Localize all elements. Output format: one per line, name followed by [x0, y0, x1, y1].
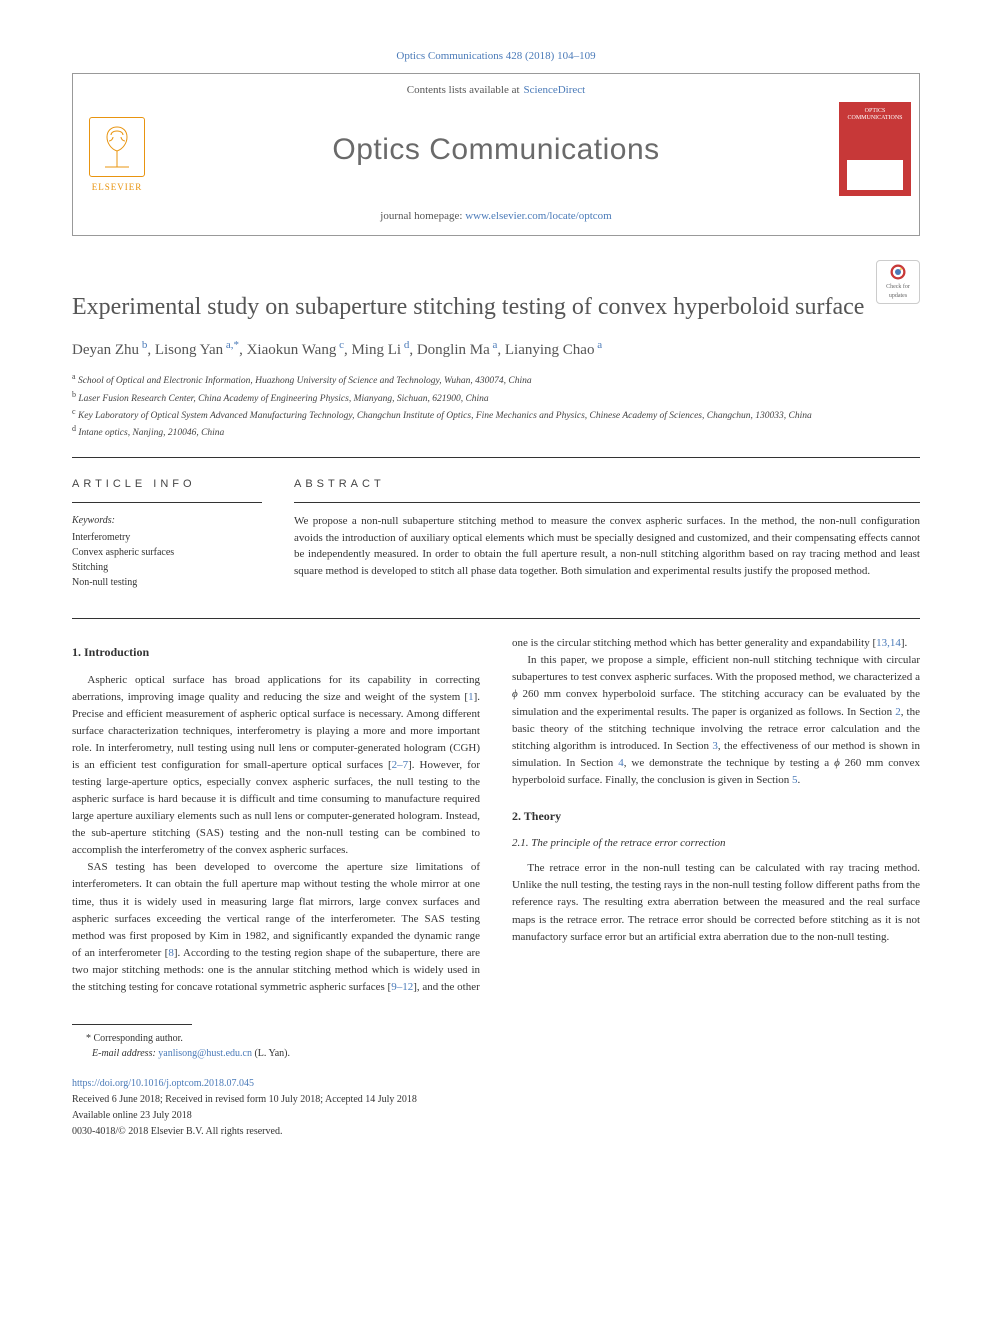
abstract-text: We propose a non-null subaperture stitch… [294, 513, 920, 579]
intro-p4: In this paper, we propose a simple, effi… [512, 652, 920, 788]
column-right: one is the circular stitching method whi… [512, 635, 920, 1061]
abstract-block: ABSTRACT We propose a non-null subapertu… [294, 476, 920, 591]
keywords-label: Keywords: [72, 513, 262, 528]
column-left: 1. Introduction Aspheric optical surface… [72, 635, 480, 1061]
article-title: Experimental study on subaperture stitch… [72, 292, 864, 323]
cover-white-box [847, 160, 903, 190]
homepage-link[interactable]: www.elsevier.com/locate/optcom [465, 210, 612, 222]
footnote-separator [72, 1024, 192, 1025]
theory-heading: 2. Theory [512, 807, 920, 826]
contents-prefix: Contents lists available at [407, 82, 520, 99]
email-label: E-mail address: [92, 1048, 156, 1059]
intro-p2: SAS testing has been developed to overco… [72, 859, 480, 995]
intro-p3: one is the circular stitching method whi… [512, 635, 920, 652]
elsevier-tree-icon [89, 117, 145, 177]
doi-link[interactable]: https://doi.org/10.1016/j.optcom.2018.07… [72, 1076, 920, 1091]
email-name: (L. Yan). [254, 1048, 290, 1059]
theory-p1: The retrace error in the non-null testin… [512, 860, 920, 945]
abstract-rule [294, 502, 920, 503]
homepage-prefix: journal homepage: [380, 210, 462, 222]
email-link[interactable]: yanlisong@hust.edu.cn [158, 1048, 252, 1059]
intro-heading: 1. Introduction [72, 643, 480, 662]
affiliations: a School of Optical and Electronic Infor… [72, 371, 920, 441]
email-line: E-mail address: yanlisong@hust.edu.cn (L… [72, 1046, 480, 1062]
check-updates-icon [888, 263, 908, 281]
keywords-list: InterferometryConvex aspheric surfacesSt… [72, 530, 262, 590]
journal-name: Optics Communications [332, 127, 659, 172]
journal-header-box: Contents lists available at ScienceDirec… [72, 73, 920, 236]
contents-line: Contents lists available at ScienceDirec… [73, 74, 919, 103]
body-columns: 1. Introduction Aspheric optical surface… [72, 635, 920, 1061]
cover-title: OPTICS COMMUNICATIONS [843, 108, 907, 122]
intro-p1: Aspheric optical surface has broad appli… [72, 672, 480, 860]
check-updates-badge[interactable]: Check for updates [876, 260, 920, 304]
info-rule [72, 502, 262, 503]
abstract-label: ABSTRACT [294, 476, 920, 493]
citation-line: Optics Communications 428 (2018) 104–109 [72, 48, 920, 65]
sciencedirect-link[interactable]: ScienceDirect [524, 82, 586, 99]
rule-top [72, 457, 920, 458]
article-info-label: ARTICLE INFO [72, 476, 262, 493]
elsevier-logo: ELSEVIER [81, 104, 153, 194]
available-online: Available online 23 July 2018 [72, 1109, 920, 1123]
article-info-block: ARTICLE INFO Keywords: InterferometryCon… [72, 476, 262, 591]
authors-line: Deyan Zhu b, Lisong Yan a,*, Xiaokun Wan… [72, 337, 920, 362]
article-history: Received 6 June 2018; Received in revise… [72, 1093, 920, 1107]
check-updates-label: Check for updates [879, 283, 917, 301]
corresponding-author: * Corresponding author. [72, 1031, 480, 1047]
elsevier-text: ELSEVIER [92, 181, 143, 195]
homepage-line: journal homepage: www.elsevier.com/locat… [73, 208, 919, 235]
rule-bottom [72, 618, 920, 619]
journal-cover-thumbnail: OPTICS COMMUNICATIONS [839, 102, 911, 196]
copyright-line: 0030-4018/© 2018 Elsevier B.V. All right… [72, 1125, 920, 1139]
theory-subheading: 2.1. The principle of the retrace error … [512, 835, 920, 852]
